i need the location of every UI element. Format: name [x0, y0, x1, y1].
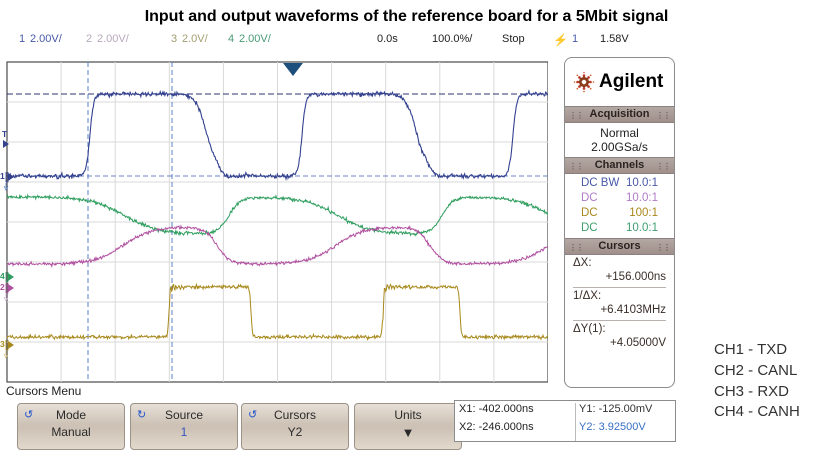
svg-text:2: 2	[0, 282, 5, 292]
svg-text:4: 4	[0, 271, 5, 281]
svg-text:3: 3	[0, 339, 5, 349]
svg-text:T: T	[2, 129, 8, 139]
svg-text:1: 1	[0, 171, 5, 181]
